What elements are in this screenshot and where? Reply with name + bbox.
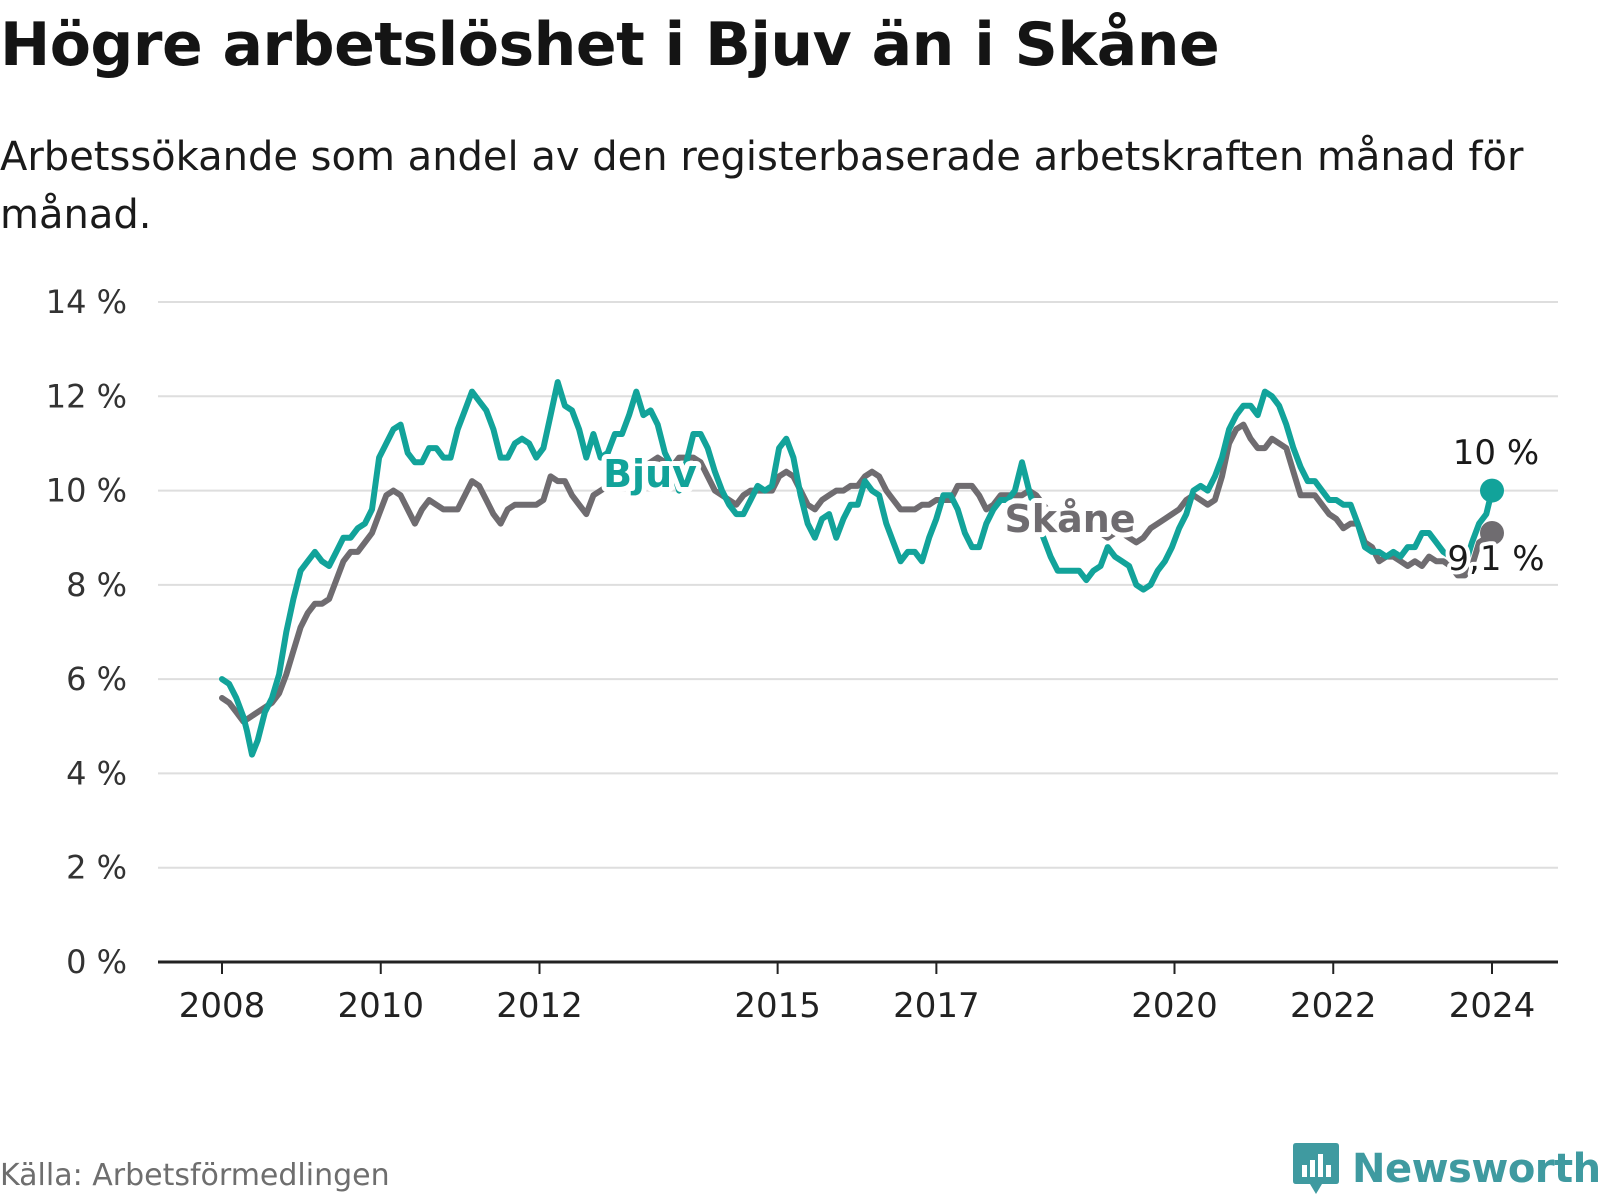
series-line-skane <box>219 421 1495 725</box>
series-labels: Skåne 9,1 % Bjuv 10 % <box>598 429 1549 583</box>
x-tick-label: 2012 <box>496 986 583 1026</box>
series-line-bjuv <box>219 379 1495 758</box>
series-lines <box>219 379 1504 758</box>
x-tick-label: 2022 <box>1290 986 1377 1026</box>
y-tick-label: 12 % <box>46 377 127 415</box>
x-axis: 2008 2010 2012 2015 2017 2020 2022 2024 <box>158 960 1558 1026</box>
y-axis-labels: 0 % 2 % 4 % 6 % 8 % 10 % 12 % 14 % <box>46 283 127 981</box>
y-tick-label: 0 % <box>66 943 127 981</box>
end-label-bjuv: 10 % <box>1453 433 1539 473</box>
x-tick-label: 2010 <box>337 986 424 1026</box>
series-label-bjuv: Bjuv <box>603 452 697 496</box>
y-tick-label: 6 % <box>66 660 127 698</box>
bar-chart-speech-bubble-icon <box>1293 1143 1339 1194</box>
chart-subtitle: Arbetssökande som andel av den registerb… <box>0 134 1524 238</box>
y-tick-label: 4 % <box>66 754 127 792</box>
end-marker-skane <box>1480 521 1504 545</box>
x-tick-label: 2008 <box>179 986 266 1026</box>
x-tick-label: 2015 <box>734 986 821 1026</box>
brand-logo: Newsworthy <box>1292 1141 1600 1197</box>
source-note: Källa: Arbetsförmedlingen <box>0 1158 390 1193</box>
x-tick-label: 2024 <box>1449 986 1536 1026</box>
y-tick-label: 14 % <box>46 283 127 321</box>
y-tick-label: 10 % <box>46 472 127 510</box>
x-tick-label: 2020 <box>1131 986 1218 1026</box>
series-label-skane: Skåne <box>1004 497 1135 541</box>
end-label-skane: 9,1 % <box>1447 539 1544 579</box>
chart-title: Högre arbetslöshet i Bjuv än i Skåne <box>0 10 1220 80</box>
y-tick-label: 8 % <box>66 566 127 604</box>
end-marker-bjuv <box>1480 478 1504 503</box>
grid-lines <box>158 301 1558 869</box>
y-tick-label: 2 % <box>66 849 127 887</box>
x-tick-label: 2017 <box>893 986 980 1026</box>
brand-name: Newsworthy <box>1352 1146 1600 1192</box>
line-chart: 0 % 2 % 4 % 6 % 8 % 10 % 12 % 14 % 2008 2010 2012… <box>46 283 1558 1026</box>
